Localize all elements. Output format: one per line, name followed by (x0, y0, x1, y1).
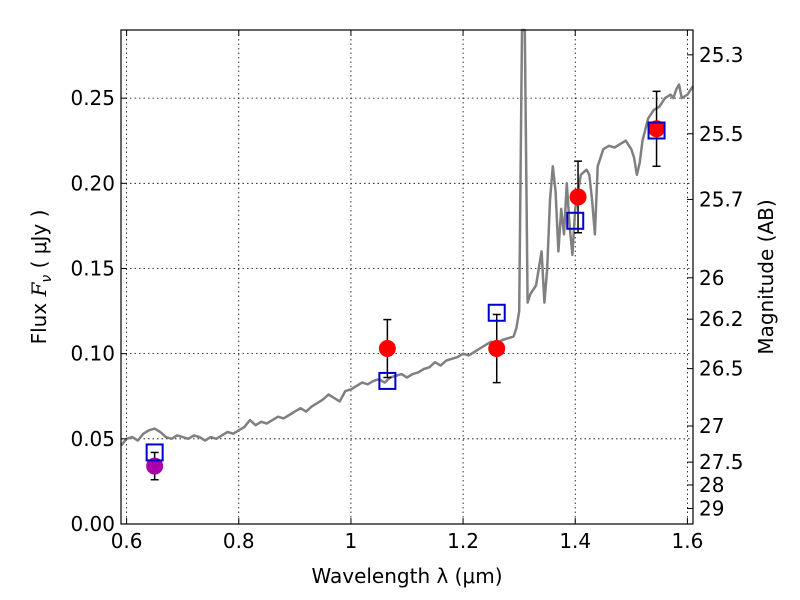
right-tick-label: 29 (699, 496, 724, 520)
model-point (647, 121, 666, 140)
x-tick-label: 1.6 (671, 529, 703, 553)
right-tick-label: 25.3 (699, 43, 744, 67)
y-label-unit: ( μJy ) (27, 210, 51, 275)
x-tick-label: 1.4 (559, 529, 591, 553)
x-tick-label: 0.8 (223, 529, 255, 553)
y-tick-label: 0.10 (70, 342, 115, 366)
right-tick-label: 26 (699, 266, 724, 290)
y-label-base: Flux (27, 296, 51, 344)
data-point (146, 457, 164, 475)
axis-ticks: 0.6 0.8 1 1.2 1.4 1.6 0.00 0.05 0.10 0.15 0.20 0.25… (70, 30, 744, 553)
y-label-symbol: F (27, 281, 51, 297)
right-tick-label: 25.7 (699, 187, 744, 211)
y-tick-label: 0.20 (70, 171, 115, 195)
right-tick-label: 26.2 (699, 307, 744, 331)
x-tick-label: 1 (345, 529, 358, 553)
model-spectrum-line (120, 28, 695, 447)
y-axis-label-right: Magnitude (AB) (754, 199, 778, 354)
data-point (488, 340, 506, 358)
y-tick-label: 0.25 (70, 86, 115, 110)
y-label-subscript: ν (39, 275, 55, 283)
model-point (566, 211, 585, 230)
right-tick-label: 27 (699, 414, 724, 438)
model-point (487, 303, 506, 322)
right-tick-label: 27.5 (699, 450, 744, 474)
right-tick-label: 28 (699, 473, 724, 497)
plot-area (120, 28, 695, 481)
right-tick-label: 25.5 (699, 122, 744, 146)
x-tick-label: 1.2 (447, 529, 479, 553)
data-point (378, 340, 396, 358)
y-axis-label-left: Flux Fν ( μJy ) (27, 210, 55, 345)
x-axis-label: Wavelength λ (μm) (311, 564, 502, 588)
right-tick-label: 26.5 (699, 357, 744, 381)
grid-lines (121, 30, 693, 525)
model-point (378, 371, 397, 390)
model-point (145, 443, 164, 462)
data-point (569, 188, 587, 206)
x-tick-label: 0.6 (111, 529, 143, 553)
plot-frame (120, 29, 694, 525)
y-tick-label: 0.15 (70, 256, 115, 280)
y-tick-label: 0.00 (70, 512, 115, 536)
y-tick-label: 0.05 (70, 427, 115, 451)
